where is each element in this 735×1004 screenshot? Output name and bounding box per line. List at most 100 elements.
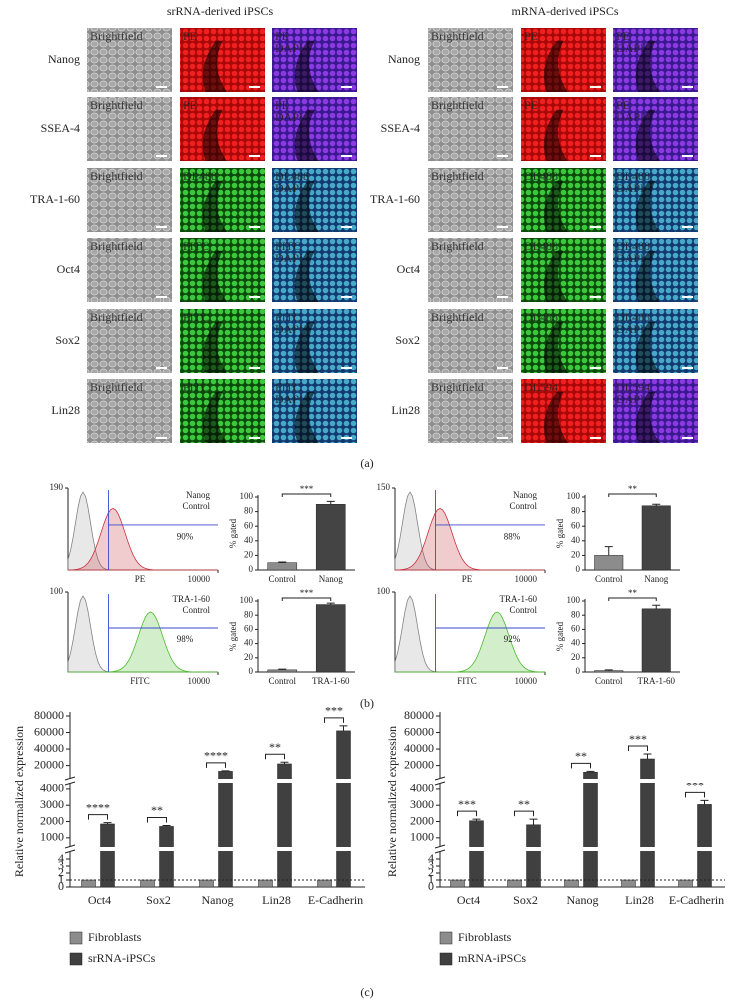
channel-label: Brightfield: [90, 239, 143, 253]
error-bar: [326, 500, 335, 505]
legend-entry: Control: [509, 501, 537, 511]
x-tick-label: Nanog: [567, 893, 599, 907]
y-tick-label: 2000: [410, 813, 434, 827]
x-tick-label: Oct4: [88, 893, 111, 907]
y-tick-label: 60: [571, 520, 581, 530]
y-tick-label: 3: [428, 858, 434, 872]
micrograph: [428, 379, 513, 443]
y-tick-label: 3000: [40, 797, 64, 811]
y-tick-label: 60: [244, 520, 254, 530]
y-tick-label: 100: [50, 586, 64, 596]
sample-histogram: [67, 508, 218, 571]
bar: [640, 758, 655, 888]
y-tick-label: 80000: [34, 708, 64, 722]
y-tick-label: 40: [244, 638, 254, 648]
x-tick-label: Oct4: [457, 893, 480, 907]
gated-percent: 90%: [177, 531, 194, 541]
significance-bracket: [281, 493, 332, 497]
x-axis-label: FITC: [130, 676, 150, 686]
axis-break-mark: [64, 776, 76, 786]
y-tick-label: 1000: [410, 830, 434, 844]
channel-label: DL488: [524, 310, 558, 324]
dark-region: [202, 391, 227, 443]
channel-label: FITC: [275, 380, 301, 394]
x-tick-label: Sox2: [513, 893, 538, 907]
significance: **: [628, 484, 638, 494]
y-tick-label: 4: [428, 851, 434, 865]
channel-label: Brightfield: [431, 169, 484, 183]
bar: [507, 879, 522, 888]
channel-label: PE: [524, 29, 538, 43]
legend-swatch: [69, 952, 83, 966]
x-tick-label: E-Cadherin: [669, 893, 724, 907]
channel-label: DAPI: [616, 322, 644, 336]
dark-region: [294, 321, 319, 373]
x-tick-label: Nanog: [202, 893, 234, 907]
row-label: Nanog: [388, 52, 420, 66]
micrograph: [613, 379, 698, 443]
significance: ****: [86, 800, 110, 814]
y-tick-label: 100: [240, 491, 254, 501]
channel-label: DL488: [183, 169, 217, 183]
channel-label: FITC: [183, 310, 209, 324]
legend-entry: Nanog: [186, 490, 210, 500]
panel-label: (a): [360, 456, 373, 470]
error-bar: [604, 546, 613, 556]
dark-region: [294, 250, 319, 302]
y-tick-label: 20: [244, 549, 254, 559]
dark-region: [543, 321, 568, 373]
channel-label: Brightfield: [90, 29, 143, 43]
significance-bracket: [514, 810, 534, 817]
bar: [526, 824, 541, 888]
x-tick-label: Lin28: [262, 893, 291, 907]
y-axis-label: Relative normalized expression: [385, 726, 399, 877]
bar: [100, 823, 115, 888]
micrograph: [180, 28, 265, 92]
channel-label: DAPI: [275, 41, 303, 55]
micrograph: [521, 379, 606, 443]
micrograph: [272, 28, 357, 92]
x-tick-label: TRA-1-60: [312, 676, 350, 686]
error-bar: [604, 669, 613, 671]
bar: [641, 505, 671, 571]
y-tick-label: 80: [244, 609, 254, 619]
y-tick-label: 80: [244, 506, 254, 516]
channel-label: DAPI: [616, 41, 644, 55]
micrograph: [428, 97, 513, 161]
x-axis-label: PE: [135, 574, 146, 584]
row-label: Lin28: [391, 403, 420, 417]
dark-region: [294, 391, 319, 443]
y-tick-label: 3: [58, 858, 64, 872]
y-tick-label: 2: [58, 865, 64, 879]
micrograph: [272, 309, 357, 373]
significance: ***: [325, 704, 343, 718]
dark-region: [294, 40, 319, 92]
bar: [564, 879, 579, 888]
dark-region: [294, 180, 319, 232]
y-tick-label: 0: [576, 564, 581, 574]
channel-label: FITC: [183, 380, 209, 394]
x-tick-label: Lin28: [625, 893, 654, 907]
bar: [267, 669, 298, 673]
dark-region: [543, 180, 568, 232]
dark-region: [635, 250, 660, 302]
y-axis-label: % gated: [555, 518, 565, 548]
y-tick-label: 3000: [410, 797, 434, 811]
channel-label: Brightfield: [90, 380, 143, 394]
y-tick-label: 2000: [40, 813, 64, 827]
channel-label: Brightfield: [431, 98, 484, 112]
y-tick-label: 20: [571, 549, 581, 559]
dark-region: [202, 321, 227, 373]
significance-bracket: [608, 493, 657, 497]
axis-break: [64, 847, 365, 851]
y-tick-label: 1: [428, 872, 434, 886]
bar: [336, 730, 351, 888]
micrograph: [180, 379, 265, 443]
micrograph: [87, 168, 172, 232]
y-tick-label: 20: [244, 652, 254, 662]
y-tick-label: 80000: [404, 708, 434, 722]
dark-region: [543, 391, 568, 443]
x-axis-label: FITC: [457, 676, 477, 686]
significance-bracket: [206, 762, 226, 768]
